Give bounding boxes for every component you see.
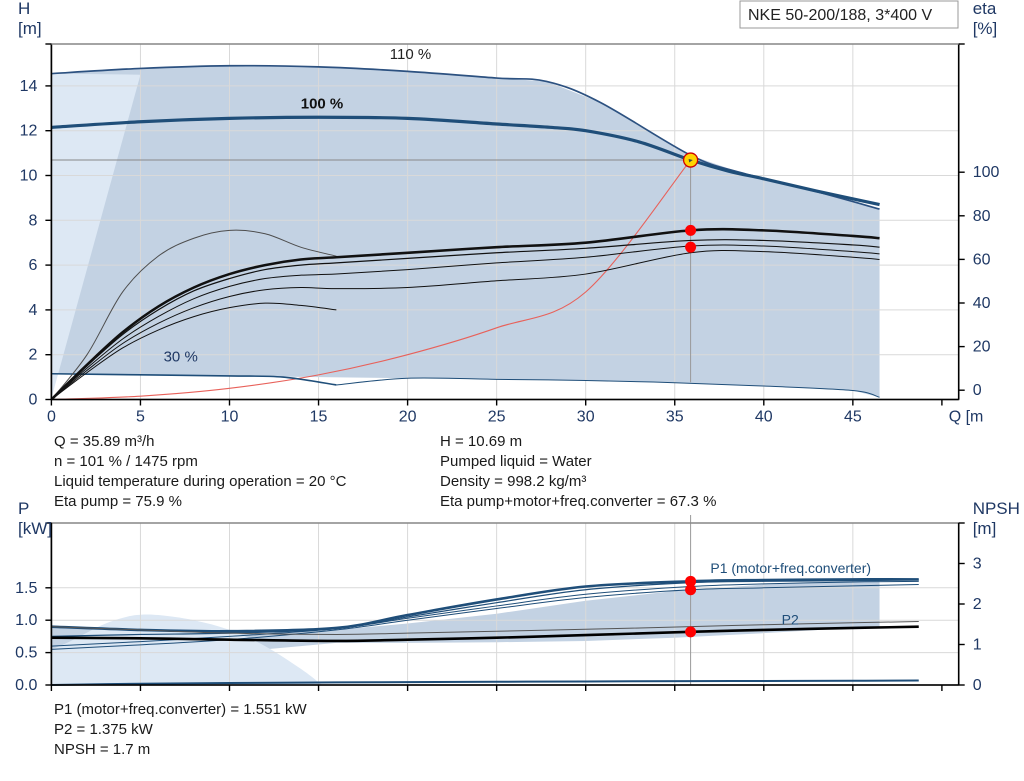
svg-text:5: 5 <box>136 409 145 426</box>
svg-text:20: 20 <box>973 339 991 356</box>
svg-text:0: 0 <box>973 677 982 694</box>
svg-text:[m]: [m] <box>18 19 42 38</box>
svg-text:NPSH: NPSH <box>973 499 1020 518</box>
svg-text:Q [m: Q [m <box>949 409 984 426</box>
svg-text:45: 45 <box>844 409 862 426</box>
svg-text:8: 8 <box>28 212 37 229</box>
svg-text:40: 40 <box>973 295 991 312</box>
svg-text:H: H <box>18 0 30 18</box>
svg-text:25: 25 <box>488 409 506 426</box>
svg-text:0.0: 0.0 <box>15 677 37 694</box>
svg-text:14: 14 <box>20 78 38 95</box>
svg-text:[kW]: [kW] <box>18 519 52 538</box>
svg-text:0.5: 0.5 <box>15 645 37 662</box>
svg-text:1.5: 1.5 <box>15 580 37 597</box>
svg-text:[m]: [m] <box>973 519 997 538</box>
svg-text:60: 60 <box>973 251 991 268</box>
svg-text:1: 1 <box>973 637 982 654</box>
svg-text:P1 (motor+freq.converter): P1 (motor+freq.converter) <box>710 560 871 576</box>
svg-text:30 %: 30 % <box>164 348 198 365</box>
svg-text:100: 100 <box>973 164 1000 181</box>
svg-text:15: 15 <box>310 409 328 426</box>
svg-text:110 %: 110 % <box>390 46 431 63</box>
svg-text:10: 10 <box>20 168 38 185</box>
svg-text:P2: P2 <box>782 612 799 628</box>
svg-text:NKE 50-200/188, 3*400 V: NKE 50-200/188, 3*400 V <box>748 7 932 24</box>
svg-text:2: 2 <box>973 596 982 613</box>
svg-text:30: 30 <box>577 409 595 426</box>
svg-text:0: 0 <box>28 392 37 409</box>
svg-text:40: 40 <box>755 409 773 426</box>
svg-text:10: 10 <box>221 409 239 426</box>
svg-text:6: 6 <box>28 257 37 274</box>
svg-text:[%]: [%] <box>973 19 998 38</box>
svg-text:35: 35 <box>666 409 684 426</box>
svg-text:4: 4 <box>28 302 37 319</box>
svg-text:P: P <box>18 499 29 518</box>
svg-text:80: 80 <box>973 208 991 225</box>
svg-text:3: 3 <box>973 556 982 573</box>
svg-text:eta: eta <box>973 0 997 18</box>
svg-text:1.0: 1.0 <box>15 612 37 629</box>
svg-text:20: 20 <box>399 409 417 426</box>
svg-text:100 %: 100 % <box>301 95 344 112</box>
svg-text:0: 0 <box>47 409 56 426</box>
svg-text:12: 12 <box>20 123 38 140</box>
svg-text:2: 2 <box>28 347 37 364</box>
svg-text:0: 0 <box>973 382 982 399</box>
